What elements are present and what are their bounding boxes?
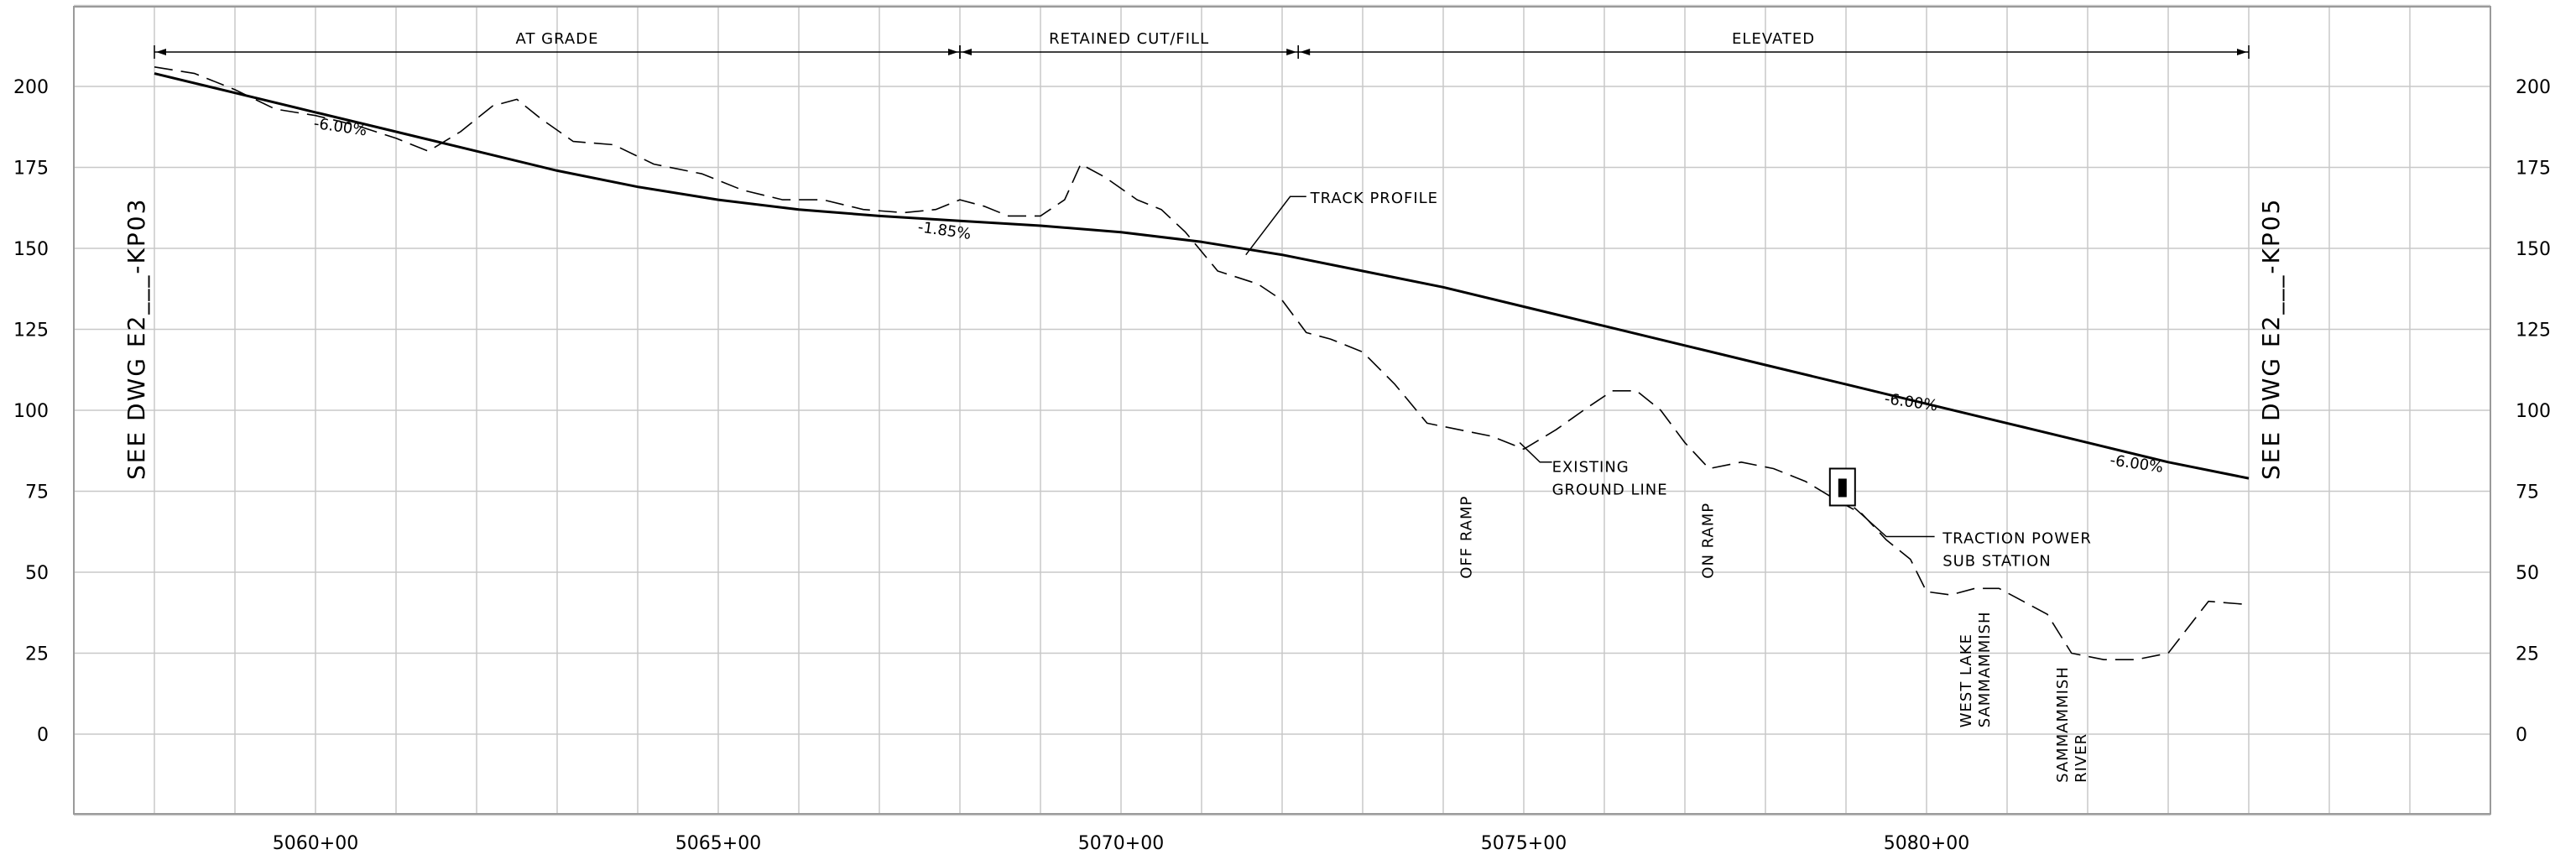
x-tick-label: 5080+00 bbox=[1884, 833, 1969, 854]
y-tick-label-left: 25 bbox=[25, 644, 49, 665]
ground-line-label-1: EXISTING bbox=[1552, 458, 1630, 476]
segment-bar: AT GRADE RETAINED CUT/FILL ELEVATED bbox=[154, 30, 2250, 59]
west-lake-label-2: SAMMAMMISH bbox=[1976, 611, 1994, 727]
grade-label: -6.00% bbox=[313, 115, 368, 140]
ground-line-leader bbox=[1519, 442, 1552, 463]
x-tick-label: 5070+00 bbox=[1078, 833, 1164, 854]
traction-power-label-1: TRACTION POWER bbox=[1942, 529, 2092, 547]
y-tick-label-right: 50 bbox=[2516, 563, 2539, 584]
off-ramp-label: OFF RAMP bbox=[1458, 496, 1476, 579]
x-tick-label: 5075+00 bbox=[1481, 833, 1567, 854]
segment-arrow bbox=[2237, 49, 2247, 55]
west-lake-label-1: WEST LAKE bbox=[1958, 633, 1975, 727]
grade-label: -6.00% bbox=[1884, 390, 1939, 415]
profile-lines bbox=[154, 66, 2250, 661]
segment-arrow bbox=[948, 49, 958, 55]
substation-symbol-core bbox=[1838, 478, 1847, 498]
sammammish-river-label-2: RIVER bbox=[2073, 733, 2090, 783]
y-tick-label-right: 25 bbox=[2516, 644, 2539, 665]
y-tick-label-left: 200 bbox=[13, 77, 49, 98]
segment-label: RETAINED CUT/FILL bbox=[1049, 30, 1209, 48]
x-tick-label: 5060+00 bbox=[273, 833, 358, 854]
segment-label: ELEVATED bbox=[1732, 30, 1815, 48]
x-tick-label: 5065+00 bbox=[675, 833, 761, 854]
substation-leader bbox=[1854, 507, 1935, 538]
see-dwg-left: SEE DWG E2___-KP03 bbox=[123, 198, 150, 480]
y-tick-label-left: 0 bbox=[37, 725, 49, 746]
track-profile-label: TRACK PROFILE bbox=[1310, 190, 1438, 207]
traction-power-label-2: SUB STATION bbox=[1942, 552, 2052, 570]
y-tick-label-left: 150 bbox=[13, 239, 49, 260]
y-tick-label-right: 150 bbox=[2516, 239, 2551, 260]
plot-frame bbox=[73, 6, 2491, 815]
segment-arrow bbox=[156, 49, 166, 55]
segment-arrow bbox=[962, 49, 972, 55]
y-tick-label-right: 100 bbox=[2516, 401, 2551, 422]
y-tick-label-right: 175 bbox=[2516, 159, 2551, 180]
frame-border bbox=[73, 6, 2491, 815]
track-profile-leader bbox=[1245, 195, 1306, 256]
y-tick-label-left: 75 bbox=[25, 482, 49, 503]
y-tick-label-left: 175 bbox=[13, 159, 49, 180]
segment-arrow bbox=[1300, 49, 1311, 55]
y-tick-label-left: 125 bbox=[13, 321, 49, 341]
grid bbox=[73, 4, 2491, 816]
grade-label: -6.00% bbox=[2109, 451, 2164, 477]
see-dwg-right: SEE DWG E2___-KP05 bbox=[2257, 198, 2285, 480]
y-tick-label-left: 100 bbox=[13, 401, 49, 422]
track-profile-line bbox=[154, 72, 2250, 480]
y-tick-label-left: 50 bbox=[25, 563, 49, 584]
segment-arrow bbox=[1286, 49, 1297, 55]
segment-label: AT GRADE bbox=[516, 30, 599, 48]
y-tick-label-right: 75 bbox=[2516, 482, 2539, 503]
sammammish-river-label-1: SAMMAMMISH bbox=[2054, 666, 2072, 783]
y-tick-label-right: 125 bbox=[2516, 321, 2551, 341]
y-tick-label-right: 0 bbox=[2516, 725, 2527, 746]
labels: 0 0 25 25 50 50 75 75 100 100 125 125 150 150 175 175 20… bbox=[13, 77, 2551, 854]
y-tick-label-right: 200 bbox=[2516, 77, 2551, 98]
on-ramp-label: ON RAMP bbox=[1700, 503, 1718, 579]
ground-line-label-2: GROUND LINE bbox=[1552, 481, 1668, 498]
existing-ground-line bbox=[154, 66, 2250, 661]
